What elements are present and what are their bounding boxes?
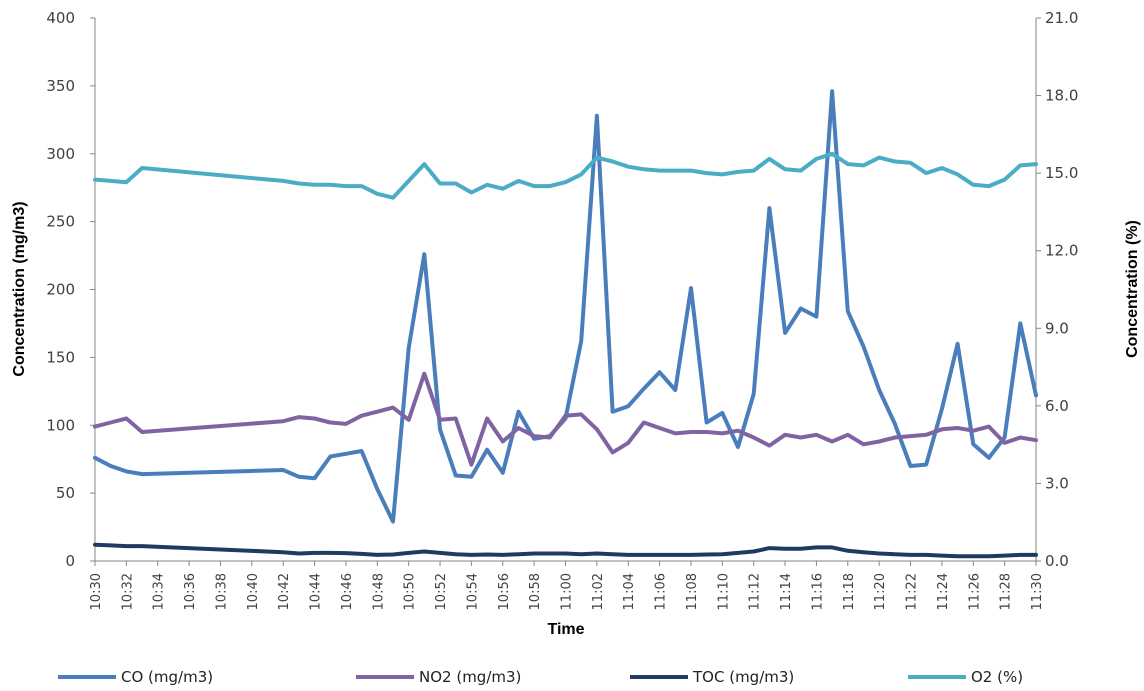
x-tick-label: 11:28 <box>999 573 1014 610</box>
y-tick-label: 0 <box>65 552 75 570</box>
series-line-toc-mg-m3 <box>93 542 1038 559</box>
y2-tick-label: 12.0 <box>1045 242 1078 260</box>
x-tick-label: 11:18 <box>842 573 857 610</box>
x-tick-label: 11:22 <box>905 573 920 610</box>
x-tick-label: 11:08 <box>685 573 700 610</box>
x-tick-label: 10:36 <box>183 573 198 610</box>
series-line-o2 <box>93 151 1038 200</box>
y2-tick-label: 0.0 <box>1045 552 1069 570</box>
x-tick-label: 11:24 <box>936 573 951 610</box>
x-tick-label: 11:16 <box>810 573 825 610</box>
y-axis-title: Concentration (mg/m3) <box>11 201 28 376</box>
y-tick-label: 50 <box>56 484 75 502</box>
y2-tick-label: 18.0 <box>1045 87 1078 105</box>
x-tick-label: 10:52 <box>434 573 449 610</box>
legend-label: TOC (mg/m3) <box>692 668 794 686</box>
x-tick-label: 10:42 <box>277 573 292 610</box>
legend-label: O2 (%) <box>971 668 1023 686</box>
x-tick-label: 11:12 <box>748 573 763 610</box>
y-tick-label: 200 <box>46 281 75 299</box>
legend: CO (mg/m3) NO2 (mg/m3) TOC (mg/m3) O2 (%) <box>58 668 1023 686</box>
series-group <box>93 89 1038 559</box>
y2-tick-label: 15.0 <box>1045 164 1078 182</box>
x-axis-title: Time <box>547 621 584 638</box>
x-tick-label: 10:48 <box>371 573 386 610</box>
x-tick-label: 11:30 <box>1030 573 1045 610</box>
x-tick-label: 10:46 <box>340 573 355 610</box>
x-tick-label: 10:56 <box>497 573 512 610</box>
x-tick-label: 10:44 <box>309 573 324 610</box>
x-tick-label: 10:40 <box>246 573 261 610</box>
y2-axis-title: Concentration (%) <box>1124 220 1141 358</box>
legend-label: NO2 (mg/m3) <box>419 668 521 686</box>
x-tick-label: 11:04 <box>622 573 637 610</box>
y-tick-label: 100 <box>46 416 75 434</box>
series-line-co-mg-m3 <box>93 89 1038 524</box>
y-tick-label: 400 <box>46 9 75 27</box>
x-tick-label: 11:02 <box>591 573 606 610</box>
legend-label: CO (mg/m3) <box>121 668 213 686</box>
x-tick-label: 10:38 <box>214 573 229 610</box>
y-tick-label: 150 <box>46 348 75 366</box>
x-tick-label: 11:20 <box>873 573 888 610</box>
x-tick-label: 11:10 <box>716 573 731 610</box>
series-line-no2-mg-m3 <box>93 371 1038 467</box>
y2-tick-label: 9.0 <box>1045 319 1069 337</box>
x-tick-label: 10:58 <box>528 573 543 610</box>
y2-tick-label: 6.0 <box>1045 397 1069 415</box>
x-tick-label: 11:14 <box>779 573 794 610</box>
x-tick-label: 10:32 <box>120 573 135 610</box>
y2-tick-label: 3.0 <box>1045 474 1069 492</box>
x-tick-label: 11:26 <box>967 573 982 610</box>
axes-group: 0 50 100 150 200 250 300 350 400 0.0 3.0 6.0 9.0 12.0… <box>46 9 1078 610</box>
x-tick-label: 10:30 <box>89 573 104 610</box>
x-tick-label: 10:34 <box>152 573 167 610</box>
x-tick-label: 11:06 <box>654 573 669 610</box>
y2-tick-label: 21.0 <box>1045 9 1078 27</box>
x-tick-label: 11:00 <box>560 573 575 610</box>
y-tick-label: 300 <box>46 145 75 163</box>
x-tick-label: 10:54 <box>465 573 480 610</box>
y-tick-label: 250 <box>46 213 75 231</box>
y-tick-label: 350 <box>46 77 75 95</box>
x-tick-label: 10:50 <box>403 573 418 610</box>
